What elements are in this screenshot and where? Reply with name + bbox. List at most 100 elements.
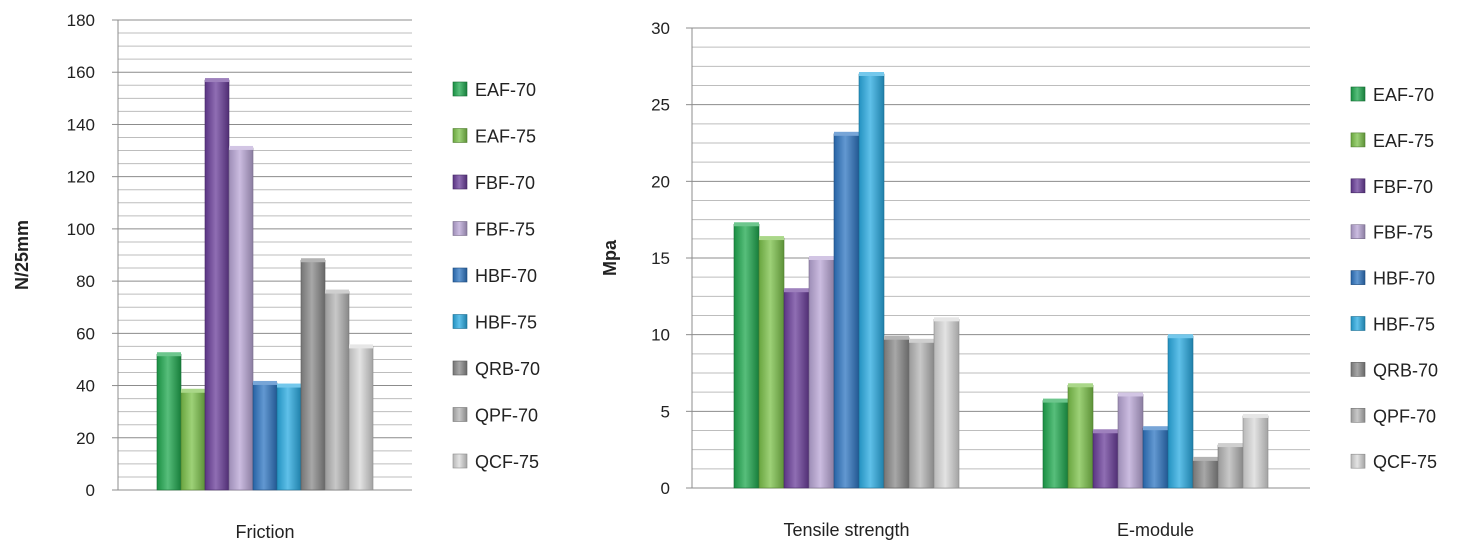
- bar-qpf-70-friction: [324, 291, 350, 491]
- legend-swatch: [452, 81, 468, 97]
- legend-swatch: [452, 128, 468, 143]
- legend-swatch: [1350, 86, 1366, 102]
- y-tick-label: 20: [76, 429, 95, 448]
- bar-hbf-75-e-module: [1167, 335, 1194, 489]
- legend-label: EAF-70: [1373, 85, 1434, 105]
- bar-eaf-75-friction: [180, 390, 206, 491]
- legend-label: EAF-75: [1373, 131, 1434, 151]
- legend-label: QPF-70: [1373, 406, 1436, 426]
- bar-top: [1118, 392, 1143, 397]
- legend-swatch: [452, 407, 468, 422]
- legend-label: HBF-75: [1373, 315, 1435, 335]
- x-category-label: Tensile strength: [783, 520, 909, 540]
- legend-label: QRB-70: [1373, 360, 1438, 380]
- bar-hbf-70-e-module: [1142, 427, 1169, 489]
- y-tick-label: 140: [67, 115, 95, 134]
- y-tick-label: 40: [76, 377, 95, 396]
- bar-fbf-70-e-module: [1092, 430, 1119, 489]
- y-tick-label: 120: [67, 168, 95, 187]
- bar-top: [759, 236, 784, 241]
- bar-qrb-70-friction: [300, 259, 326, 491]
- legend-swatch: [1350, 224, 1366, 239]
- bar-fbf-75-friction: [228, 147, 254, 491]
- bar-top: [253, 380, 277, 385]
- legend-label: FBF-75: [475, 220, 535, 240]
- bar-top: [1143, 426, 1168, 431]
- y-tick-label: 20: [651, 172, 670, 191]
- bar-qcf-75-tensile-strength: [933, 319, 960, 489]
- legend-swatch: [1350, 407, 1366, 423]
- bar-eaf-75-e-module: [1067, 384, 1094, 489]
- y-tick-label: 0: [86, 481, 95, 500]
- bar-top: [934, 317, 959, 322]
- legend-label: FBF-75: [1373, 223, 1433, 243]
- bar-eaf-70-e-module: [1042, 400, 1069, 489]
- bar-top: [277, 383, 301, 388]
- legend-label: FBF-70: [1373, 177, 1433, 197]
- y-tick-label: 80: [76, 272, 95, 291]
- legend-label: EAF-70: [475, 80, 536, 100]
- y-tick-label: 15: [651, 249, 670, 268]
- bar-top: [1093, 429, 1118, 434]
- legend-label: FBF-70: [475, 173, 535, 193]
- bar-qcf-75-friction: [348, 346, 374, 491]
- legend-swatch: [452, 314, 468, 329]
- legend-swatch: [452, 221, 468, 236]
- bar-hbf-75-tensile-strength: [858, 73, 885, 489]
- y-tick-label: 160: [67, 63, 95, 82]
- bar-top: [229, 145, 253, 150]
- legend-swatch: [1350, 362, 1366, 377]
- bar-hbf-75-friction: [276, 385, 302, 491]
- bar-top: [809, 256, 834, 260]
- bar-fbf-75-tensile-strength: [808, 257, 835, 489]
- legend-swatch: [1350, 453, 1366, 469]
- bar-fbf-75-e-module: [1117, 394, 1144, 489]
- legend-label: HBF-70: [475, 266, 537, 286]
- bar-top: [325, 289, 349, 294]
- y-tick-label: 5: [661, 402, 670, 421]
- bar-eaf-70-tensile-strength: [733, 223, 760, 489]
- bar-fbf-70-friction: [204, 79, 230, 491]
- y-tick-label: 60: [76, 324, 95, 343]
- bar-qcf-75-e-module: [1242, 415, 1269, 489]
- bar-top: [1043, 398, 1068, 403]
- bar-hbf-70-tensile-strength: [833, 133, 860, 489]
- y-tick-label: 0: [661, 479, 670, 498]
- bar-top: [181, 388, 205, 393]
- x-category-label: Friction: [235, 522, 294, 542]
- legend-swatch: [452, 267, 468, 283]
- y-axis-label: Mpa: [600, 239, 620, 276]
- legend-swatch: [452, 360, 468, 376]
- bar-qpf-70-tensile-strength: [908, 340, 935, 489]
- legend-label: HBF-75: [475, 313, 537, 333]
- bar-top: [157, 352, 181, 357]
- legend-label: QCF-75: [1373, 452, 1437, 472]
- bar-top: [349, 344, 373, 349]
- legend-label: QCF-75: [475, 452, 539, 472]
- bar-top: [1218, 443, 1243, 448]
- bar-qpf-70-e-module: [1217, 444, 1244, 489]
- x-category-label: E-module: [1117, 520, 1194, 540]
- bar-top: [301, 258, 325, 263]
- bar-top: [205, 78, 229, 83]
- bar-top: [784, 288, 809, 293]
- legend-label: EAF-75: [475, 127, 536, 147]
- bar-top: [1193, 456, 1218, 461]
- legend-label: HBF-70: [1373, 269, 1435, 289]
- bar-eaf-75-tensile-strength: [758, 237, 785, 489]
- friction-chart: 0 20 40 60 80 100 120 140 160 180 N/25mm Friction EA…: [12, 11, 540, 542]
- legend-label: QRB-70: [475, 359, 540, 379]
- bar-qrb-70-tensile-strength: [883, 337, 910, 489]
- y-tick-label: 30: [651, 19, 670, 38]
- bar-top: [884, 335, 909, 340]
- legend-swatch: [452, 174, 468, 190]
- y-tick-label: 100: [67, 220, 95, 239]
- bar-hbf-70-friction: [252, 382, 278, 491]
- bar-top: [859, 72, 884, 76]
- legend-swatch: [1350, 178, 1366, 194]
- bar-qrb-70-e-module: [1192, 458, 1219, 489]
- legend-swatch: [1350, 132, 1366, 148]
- legend-swatch: [1350, 316, 1366, 331]
